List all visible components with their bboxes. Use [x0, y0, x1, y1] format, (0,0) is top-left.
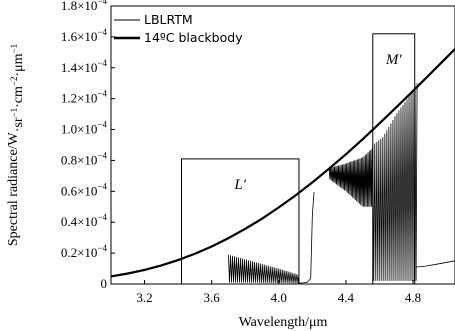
plot-area	[111, 48, 455, 284]
x-tick-label-4: 4.8	[405, 290, 421, 305]
y-tick-label-5: 1.0×10−4	[61, 120, 108, 137]
legend: LBLRTM 14ºC blackbody	[114, 12, 243, 45]
series-group	[111, 48, 455, 284]
y-tick-label-9: 1.8×10−4	[61, 0, 108, 13]
x-axis-label: Wavelength/μm	[239, 315, 328, 330]
series-lblrtm-segment-3	[372, 83, 418, 281]
y-tick-label-0: 0	[101, 276, 108, 291]
y-tick-label-8: 1.6×10−4	[61, 27, 108, 44]
series-lblrtm-segment-0	[228, 254, 300, 284]
y-tick-label-3: 0.6×10−4	[61, 181, 108, 198]
series-lblrtm-segment-4	[416, 260, 455, 268]
y-tick-label-6: 1.2×10−4	[61, 89, 108, 106]
y-axis-label: Spectral radiance/W·sr−1·cm−2·μm−1	[6, 44, 26, 246]
plot-frame	[110, 5, 455, 285]
x-tick-label-3: 4.4	[338, 290, 355, 305]
y-tick-label-1: 0.2×10−4	[61, 243, 108, 260]
x-tick-label-2: 4.0	[271, 290, 287, 305]
legend-entry-1: 14ºC blackbody	[144, 30, 243, 45]
series-lblrtm-segment-1	[298, 192, 315, 284]
y-tick-label-4: 0.8×10−4	[61, 150, 108, 167]
series-blackbody-line	[111, 48, 455, 278]
y-tick-label-2: 0.4×10−4	[61, 212, 108, 229]
axes: 0 0.2×10−4 0.4×10−4 0.6×10−4 0.8×10−4 1.0×10−…	[61, 0, 455, 305]
x-tick-label-0: 3.2	[136, 290, 152, 305]
series-lblrtm-segment-2	[328, 148, 374, 207]
legend-entry-0: LBLRTM	[144, 12, 193, 27]
y-tick-label-7: 1.4×10−4	[61, 58, 108, 75]
band-label-0: L′	[233, 177, 246, 193]
x-tick-label-1: 3.6	[204, 290, 221, 305]
band-label-1: M′	[385, 52, 402, 68]
